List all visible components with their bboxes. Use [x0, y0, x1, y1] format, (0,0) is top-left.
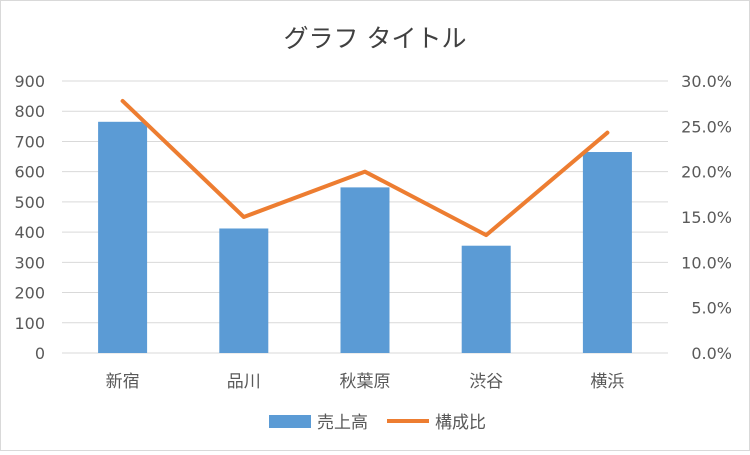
left-tick-label: 100 — [14, 314, 45, 333]
bar — [98, 121, 148, 353]
left-axis: 0 100 200 300 400 500 600 700 800 900 — [14, 72, 45, 363]
left-tick-label: 0 — [35, 344, 45, 363]
legend-swatch-bar — [269, 415, 311, 428]
x-tick-label: 横浜 — [590, 372, 624, 392]
x-tick-label: 秋葉原 — [340, 372, 391, 392]
bar — [219, 228, 269, 353]
right-tick-label: 30.0% — [681, 72, 732, 91]
bar — [461, 245, 511, 353]
line-series — [120, 98, 610, 238]
bar — [340, 187, 390, 353]
left-tick-label: 700 — [14, 132, 45, 151]
left-tick-label: 900 — [14, 72, 45, 91]
right-tick-label: 10.0% — [681, 253, 732, 272]
legend-label: 構成比 — [435, 413, 486, 433]
legend: 売上高 構成比 — [269, 413, 486, 433]
left-tick-label: 800 — [14, 102, 45, 121]
bar-series — [98, 121, 632, 353]
left-tick-label: 400 — [14, 223, 45, 242]
x-tick-label: 新宿 — [106, 372, 140, 392]
right-axis: 0.0% 5.0% 10.0% 15.0% 20.0% 25.0% 30.0% — [681, 72, 732, 363]
left-tick-label: 200 — [14, 284, 45, 303]
right-tick-label: 25.0% — [681, 117, 732, 136]
left-tick-label: 300 — [14, 253, 45, 272]
bar — [582, 152, 632, 353]
legend-label: 売上高 — [317, 413, 368, 433]
right-tick-label: 0.0% — [691, 344, 732, 363]
x-axis: 新宿 品川 秋葉原 渋谷 横浜 — [106, 372, 625, 392]
line-path — [120, 98, 610, 238]
right-tick-label: 20.0% — [681, 163, 732, 182]
chart-title: グラフ タイトル — [284, 24, 467, 53]
left-tick-label: 600 — [14, 163, 45, 182]
right-tick-label: 15.0% — [681, 208, 732, 227]
x-tick-label: 渋谷 — [469, 372, 503, 392]
right-tick-label: 5.0% — [691, 299, 732, 318]
x-tick-label: 品川 — [227, 372, 261, 392]
left-tick-label: 500 — [14, 193, 45, 212]
